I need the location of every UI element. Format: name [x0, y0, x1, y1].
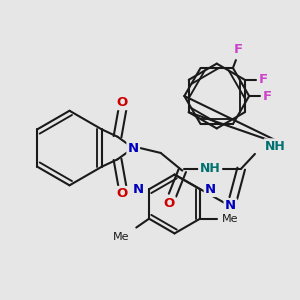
- Text: N: N: [225, 200, 236, 212]
- Text: F: F: [233, 43, 242, 56]
- Text: NH: NH: [265, 140, 286, 153]
- Text: N: N: [205, 183, 216, 196]
- Text: NH: NH: [200, 162, 220, 175]
- Text: Me: Me: [222, 214, 238, 224]
- Text: O: O: [117, 96, 128, 109]
- Text: Me: Me: [113, 232, 129, 242]
- Text: N: N: [128, 142, 139, 154]
- Text: O: O: [163, 196, 174, 209]
- Text: O: O: [117, 187, 128, 200]
- Text: N: N: [133, 183, 144, 196]
- Text: F: F: [263, 89, 272, 103]
- Text: F: F: [259, 73, 268, 86]
